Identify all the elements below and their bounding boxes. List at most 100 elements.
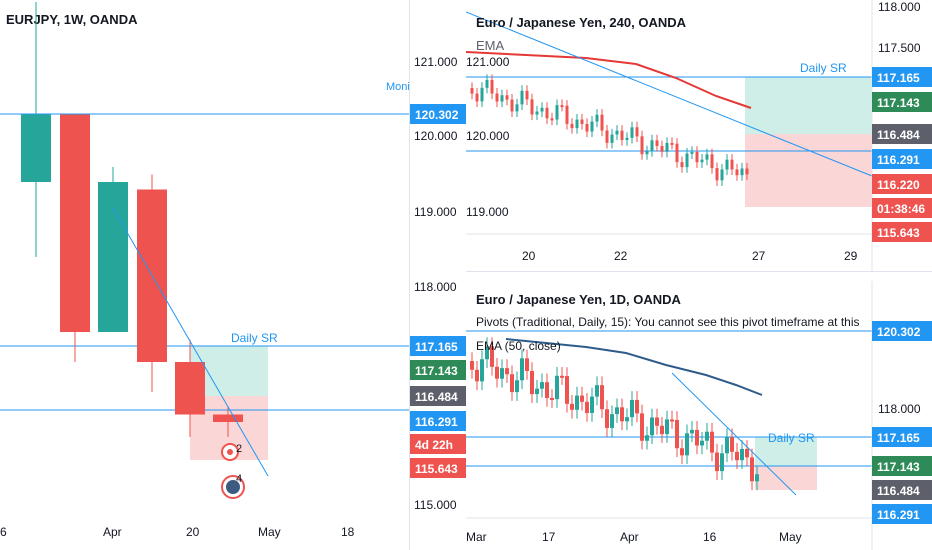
svg-text:117.165: 117.165: [877, 71, 920, 85]
candle: [655, 134, 659, 152]
candle: [705, 148, 709, 166]
weekly-chart[interactable]: EURJPY, 1W, OANDA Daily SR Moni 2 4 6 Ap…: [0, 0, 410, 550]
candle: [510, 94, 514, 118]
candle: [600, 109, 604, 137]
candle: [590, 387, 594, 422]
price-label: 117.143: [872, 92, 932, 112]
event-marker-4[interactable]: 4: [221, 473, 245, 499]
candle: [680, 156, 684, 173]
candle: [690, 421, 694, 443]
chart-title: Euro / Japanese Yen, 240, OANDA: [476, 15, 687, 30]
candle: [540, 102, 544, 118]
price-label: 115.643: [410, 458, 466, 478]
y-tick: 120.000: [414, 129, 458, 143]
candle: [640, 404, 644, 450]
candle: [213, 407, 243, 437]
price-label: 116.220: [872, 174, 932, 194]
svg-text:Apr: Apr: [620, 530, 639, 544]
svg-text:22: 22: [614, 249, 628, 263]
candles: [470, 74, 749, 186]
candle: [735, 443, 739, 469]
candle: [485, 337, 489, 369]
candle: [685, 147, 689, 173]
svg-text:117.165: 117.165: [415, 340, 458, 354]
svg-text:118.000: 118.000: [878, 402, 921, 416]
weekly-chart-pane[interactable]: EURJPY, 1W, OANDA Daily SR Moni 2 4 6 Ap…: [0, 0, 410, 550]
candle: [705, 422, 709, 450]
candle: [720, 163, 724, 186]
candle: [545, 102, 549, 124]
candle: [500, 89, 504, 108]
price-label: 116.291: [872, 504, 932, 524]
candle: [485, 74, 489, 94]
candle: [555, 366, 559, 408]
candle: [725, 428, 729, 463]
h4-chart[interactable]: Euro / Japanese Yen, 240, OANDA EMA Dail…: [466, 0, 932, 272]
daily-chart-pane[interactable]: Euro / Japanese Yen, 1D, OANDA Pivots (T…: [466, 281, 932, 550]
price-label: 116.484: [872, 480, 932, 500]
x-tick: Apr: [103, 525, 122, 539]
candle: [595, 376, 599, 406]
svg-text:116.291: 116.291: [415, 415, 458, 429]
svg-text:120.302: 120.302: [415, 108, 459, 122]
svg-text:120.302: 120.302: [877, 325, 921, 339]
price-label: 120.302: [872, 321, 932, 341]
candle: [520, 349, 524, 390]
candle: [605, 400, 609, 437]
candle: [710, 422, 714, 462]
svg-text:4d 22h: 4d 22h: [415, 438, 453, 452]
candle: [475, 361, 479, 391]
candle: [570, 118, 574, 134]
price-label: 120.302: [410, 104, 466, 124]
weekly-price-axis[interactable]: 121.000 120.000 119.000 118.000 115.000 …: [410, 0, 466, 550]
candle: [470, 352, 474, 379]
moni-label: Moni: [386, 81, 410, 93]
candle: [715, 443, 719, 480]
candle: [645, 426, 649, 450]
candle: [700, 431, 704, 455]
candles: [21, 2, 243, 437]
svg-text:116.291: 116.291: [877, 508, 920, 522]
y-tick-left: 121.000: [466, 55, 510, 69]
svg-text:116.484: 116.484: [415, 390, 458, 404]
candle: [620, 125, 624, 146]
trend-line[interactable]: [466, 11, 873, 177]
candle: [525, 349, 529, 380]
candle: [98, 167, 128, 332]
candle: [650, 134, 654, 157]
candle: [495, 358, 499, 388]
svg-text:117.143: 117.143: [877, 460, 920, 474]
daily-price-axis[interactable]: 118.000 120.302 117.165 117.143 116.484 116.…: [872, 321, 932, 524]
y-tick-left: 120.000: [466, 129, 510, 143]
candle: [740, 440, 744, 469]
profit-zone: [755, 437, 817, 466]
candle: [137, 174, 167, 392]
h4-price-axis[interactable]: 118.000 117.500 121.000 120.000 119.000 …: [466, 0, 932, 242]
candle: [525, 85, 529, 105]
trend-line[interactable]: [112, 207, 269, 477]
price-label: 115.643: [872, 222, 932, 242]
candle: [60, 114, 90, 362]
candle: [590, 115, 594, 138]
candle: [640, 130, 644, 160]
loss-zone: [755, 466, 817, 490]
candle: [685, 424, 689, 465]
svg-text:115.643: 115.643: [415, 462, 458, 476]
x-tick: 6: [0, 525, 7, 539]
h4-chart-pane[interactable]: Euro / Japanese Yen, 240, OANDA EMA Dail…: [466, 0, 932, 272]
daily-chart[interactable]: Euro / Japanese Yen, 1D, OANDA Pivots (T…: [466, 281, 932, 550]
y-tick: 115.000: [414, 498, 457, 512]
candle: [580, 386, 584, 411]
ema-legend: EMA: [476, 38, 505, 53]
trend-line[interactable]: [671, 372, 797, 496]
price-label: 116.291: [410, 411, 466, 431]
event-marker-2[interactable]: 2: [221, 443, 242, 461]
candle: [515, 371, 519, 401]
candle: [570, 395, 574, 419]
candle: [565, 367, 569, 413]
candle: [515, 98, 519, 118]
candle: [21, 2, 51, 257]
candle: [615, 398, 619, 423]
x-tick: 20: [186, 525, 200, 539]
candle: [660, 140, 664, 158]
